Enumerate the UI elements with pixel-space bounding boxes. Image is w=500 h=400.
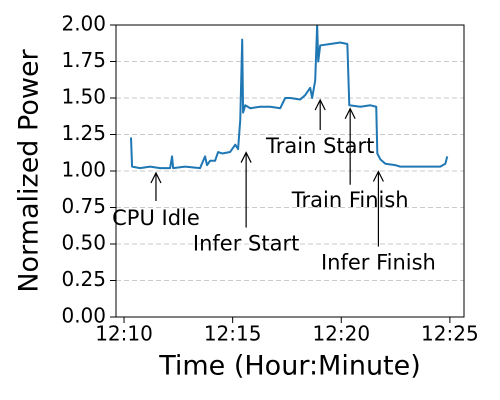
- plot-frame: [115, 24, 465, 318]
- annotation-arrowhead: [150, 171, 162, 184]
- y-tick-label: 2.00: [61, 12, 106, 36]
- y-tick-label: 1.25: [61, 121, 106, 145]
- annotation-label: CPU Idle: [112, 206, 200, 230]
- y-tick-label: 0.50: [61, 231, 106, 255]
- y-axis-label: Normalized Power: [14, 48, 45, 292]
- y-tick-label: 0.25: [61, 267, 106, 291]
- y-tick-label: 1.00: [61, 158, 106, 182]
- annotation-label: Train Start: [265, 134, 374, 158]
- x-tick-label: 12:25: [421, 322, 479, 346]
- x-tick-label: 12:15: [204, 322, 262, 346]
- x-tick-label: 12:20: [312, 322, 370, 346]
- annotation-label: Train Finish: [291, 188, 409, 212]
- annotation-arrowhead: [344, 107, 356, 120]
- line-series: [129, 25, 449, 170]
- x-tick-label: 12:10: [95, 322, 153, 346]
- annotation-arrowhead: [314, 98, 326, 111]
- y-tick-label: 1.50: [61, 85, 106, 109]
- y-tick-label: 1.75: [61, 48, 106, 72]
- annotation-label: Infer Start: [193, 232, 299, 256]
- y-tick-label: 0.00: [61, 304, 106, 328]
- annotation-label: Infer Finish: [321, 251, 436, 275]
- annotation-arrowhead: [372, 170, 384, 182]
- annotation-arrowhead: [240, 151, 252, 163]
- y-tick-label: 0.75: [61, 194, 106, 218]
- x-axis-label: Time (Hour:Minute): [158, 351, 421, 382]
